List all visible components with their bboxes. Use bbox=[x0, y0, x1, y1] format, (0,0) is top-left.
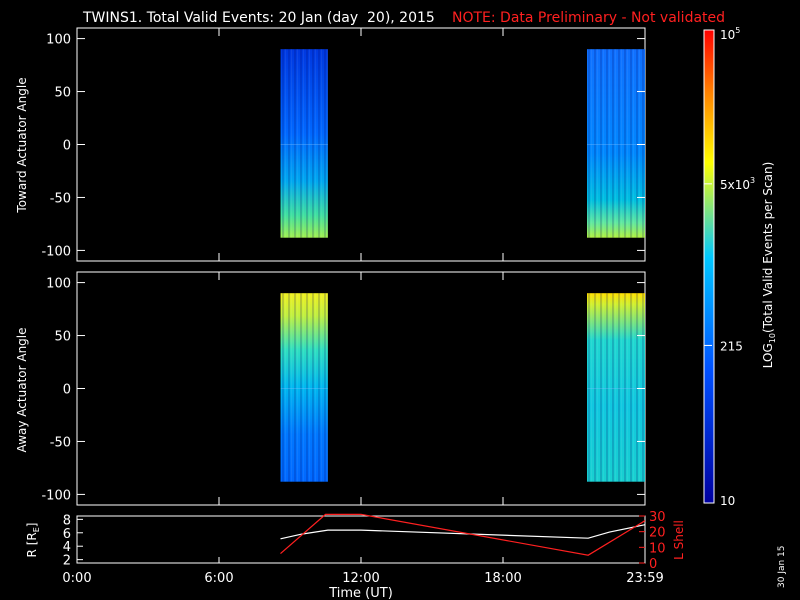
xtick-label-0: 0:00 bbox=[62, 571, 91, 586]
panel1-ytick-label-0: 100 bbox=[46, 33, 71, 48]
date-stamp: 30 Jan 15 bbox=[777, 546, 787, 589]
svg-text:LOG10(Total Valid Events per S: LOG10(Total Valid Events per Scan) bbox=[761, 162, 777, 369]
panel3-right-tick-label-1: 20 bbox=[649, 526, 666, 541]
panel3-left-tick-label-2: 4 bbox=[63, 540, 71, 555]
panel3-left-label: R [RE] bbox=[25, 523, 41, 558]
panel2-ytick-label-4: -100 bbox=[41, 488, 71, 503]
away-actuator-panel: 100 50 0 -50 -100 Away Actuator Angle bbox=[15, 271, 646, 506]
colorbar-label: LOG10(Total Valid Events per Scan) bbox=[761, 162, 777, 369]
panel2-ytick-label-0: 100 bbox=[46, 277, 71, 292]
panel2-block-texture-1 bbox=[280, 293, 328, 482]
panel3-left-tick-label-1: 6 bbox=[63, 527, 71, 542]
panel1-ylabel: Toward Actuator Angle bbox=[15, 77, 29, 213]
xtick-label-1: 6:00 bbox=[204, 571, 233, 586]
preliminary-note: NOTE: Data Preliminary - Not validated bbox=[452, 10, 725, 26]
colorbar-gradient bbox=[703, 29, 715, 504]
xtick-label-2: 12:00 bbox=[342, 571, 379, 586]
radius-line bbox=[280, 524, 646, 540]
panel1-ytick-label-4: -100 bbox=[41, 244, 71, 259]
colorbar-tick-label-0: 105 bbox=[720, 26, 740, 42]
colorbar: 105 5x103 215 10 LOG10(Total Valid Events p… bbox=[703, 26, 777, 508]
xtick-label-4: 23:59 bbox=[626, 571, 663, 586]
figure-title: TWINS1. Total Valid Events: 20 Jan (day … bbox=[82, 10, 435, 26]
panel3-right-tick-label-2: 10 bbox=[649, 541, 666, 556]
panel3-right-label: L Shell bbox=[672, 520, 686, 560]
panel3-right-tick-label-0: 30 bbox=[649, 510, 666, 525]
colorbar-tick-label-1: 5x103 bbox=[720, 176, 755, 192]
panel1-frame bbox=[76, 27, 646, 262]
svg-text:R [RE]: R [RE] bbox=[25, 523, 41, 558]
xtick-label-3: 18:00 bbox=[484, 571, 521, 586]
panel1-ytick-label-3: -50 bbox=[50, 191, 71, 206]
lshell-line bbox=[280, 513, 646, 556]
panel3-right-tick-label-3: 0 bbox=[649, 557, 657, 572]
panel3-left-tick-label-0: 8 bbox=[63, 513, 71, 528]
panel2-ylabel: Away Actuator Angle bbox=[15, 327, 29, 452]
colorbar-tick-label-2: 215 bbox=[720, 339, 743, 353]
panel1-block-texture-2 bbox=[587, 49, 645, 238]
panel3-frame bbox=[76, 515, 646, 564]
panel1-ytick-label-2: 0 bbox=[63, 139, 71, 154]
toward-actuator-panel: 100 50 0 -50 -100 Toward Actuator Angle bbox=[15, 27, 646, 262]
panel2-ytick-label-2: 0 bbox=[63, 383, 71, 398]
panel1-ytick-label-1: 50 bbox=[54, 86, 71, 101]
panel1-block-texture-1 bbox=[280, 49, 328, 238]
panel2-frame bbox=[76, 271, 646, 506]
panel3-left-tick-label-3: 2 bbox=[63, 554, 71, 569]
panel2-ytick-label-3: -50 bbox=[50, 435, 71, 450]
panel2-ytick-label-1: 50 bbox=[54, 330, 71, 345]
xaxis-label: Time (UT) bbox=[328, 586, 393, 600]
panel2-block-texture-2 bbox=[587, 293, 645, 482]
colorbar-tick-label-3: 10 bbox=[720, 494, 735, 508]
